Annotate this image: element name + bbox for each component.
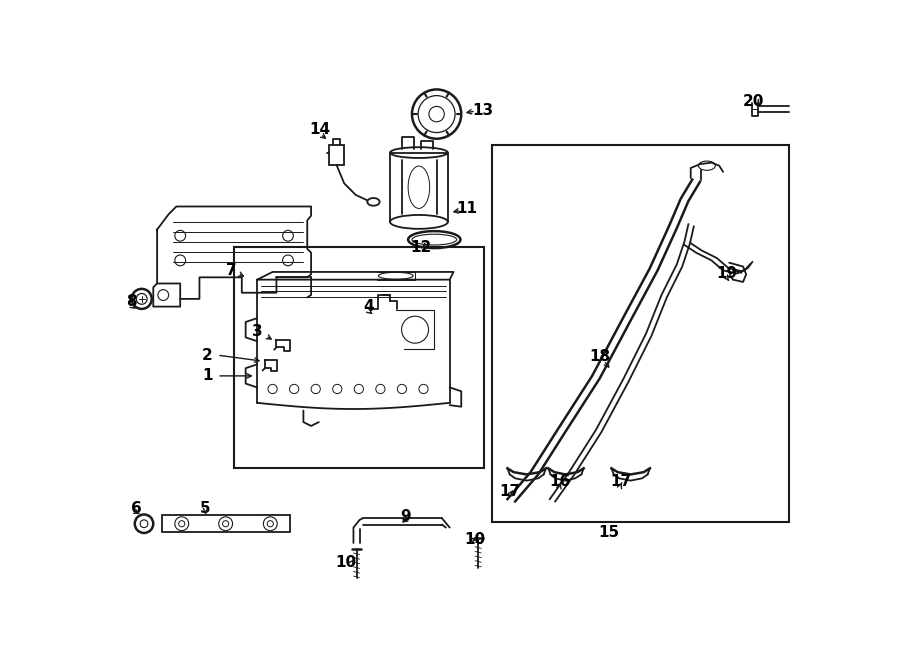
Text: 4: 4	[364, 299, 374, 314]
Text: 20: 20	[743, 93, 764, 109]
Text: 9: 9	[400, 508, 411, 524]
Bar	[163, 515, 290, 532]
Text: 15: 15	[598, 525, 620, 540]
Text: 10: 10	[464, 532, 486, 547]
Text: 2: 2	[202, 348, 212, 363]
Text: 12: 12	[410, 240, 432, 255]
Bar	[234, 248, 484, 468]
Bar	[328, 145, 344, 165]
Text: 17: 17	[500, 484, 520, 499]
Text: 17: 17	[610, 474, 631, 489]
Bar	[492, 145, 788, 522]
Text: 7: 7	[227, 263, 237, 278]
Text: 16: 16	[549, 474, 571, 489]
Text: 11: 11	[456, 201, 477, 216]
Text: 13: 13	[472, 103, 493, 118]
Text: 3: 3	[252, 324, 263, 340]
Text: 19: 19	[716, 266, 737, 281]
Text: 8: 8	[126, 294, 137, 308]
Text: 6: 6	[130, 501, 141, 516]
Text: 1: 1	[202, 368, 212, 383]
Text: 5: 5	[201, 501, 211, 516]
Text: 18: 18	[590, 349, 610, 364]
Text: 14: 14	[310, 122, 331, 137]
Text: 10: 10	[335, 555, 356, 570]
